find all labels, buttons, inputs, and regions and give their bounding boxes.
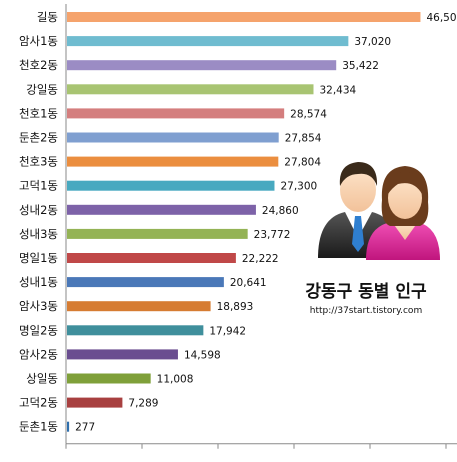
bar — [67, 349, 178, 360]
bar — [67, 301, 211, 312]
bar — [67, 156, 279, 167]
category-label: 강일동 — [26, 82, 58, 96]
bar — [67, 325, 204, 336]
bar — [67, 132, 279, 143]
chart-title: 강동구 동별 인구 — [305, 282, 427, 302]
category-label: 상일동 — [26, 372, 58, 386]
data-label: 14,598 — [184, 349, 221, 361]
data-label: 17,942 — [209, 325, 246, 337]
bar — [67, 12, 421, 22]
axes — [65, 4, 457, 449]
bar — [67, 84, 314, 95]
category-label: 천호2동 — [19, 58, 58, 72]
bar — [67, 421, 70, 432]
bar — [67, 397, 123, 408]
people-icon — [318, 162, 440, 260]
category-label: 성내3동 — [19, 227, 58, 241]
category-label: 명일2동 — [19, 323, 58, 337]
category-label: 암사3동 — [19, 299, 58, 313]
category-label: 성내2동 — [19, 203, 58, 217]
category-label: 암사1동 — [19, 34, 58, 48]
bar — [67, 253, 236, 263]
data-label: 32,434 — [319, 84, 356, 96]
category-labels: 길동암사1동천호2동강일동천호1동둔촌2동천호3동고덕1동성내2동성내3동명일1… — [19, 10, 58, 434]
data-label: 11,008 — [157, 374, 194, 386]
bar — [67, 228, 248, 239]
bar — [67, 204, 256, 215]
data-label: 20,641 — [230, 277, 267, 289]
data-label: 18,893 — [217, 301, 254, 313]
category-label: 명일1동 — [19, 251, 58, 265]
data-label: 35,422 — [342, 60, 379, 72]
data-label: 7,289 — [128, 398, 158, 410]
data-label: 27,854 — [285, 133, 322, 145]
category-label: 둔촌2동 — [19, 131, 58, 145]
bar — [67, 277, 224, 288]
data-label: 22,222 — [242, 253, 279, 265]
bar — [67, 180, 275, 191]
bars — [67, 12, 421, 432]
category-label: 성내1동 — [19, 275, 58, 289]
category-label: 천호3동 — [19, 155, 58, 169]
bar — [67, 60, 337, 71]
data-label: 28,574 — [290, 108, 327, 120]
category-label: 암사2동 — [19, 347, 58, 361]
data-label: 27,300 — [280, 181, 317, 193]
data-label: 37,020 — [354, 36, 391, 48]
bar — [67, 373, 151, 384]
data-label: 277 — [75, 422, 95, 434]
value-labels: 46,507 37,020 35,422 32,434 28,574 27,854 27,8… — [75, 12, 457, 434]
data-label: 27,804 — [284, 157, 321, 169]
category-label: 길동 — [37, 10, 58, 24]
bar — [67, 36, 349, 47]
data-label: 24,860 — [262, 205, 299, 217]
category-label: 고덕2동 — [19, 396, 58, 410]
source-url: http://37start.tistory.com — [310, 306, 422, 316]
bar — [67, 108, 285, 119]
data-label: 46,507 — [426, 12, 457, 24]
data-label: 23,772 — [254, 229, 291, 241]
category-label: 둔촌1동 — [19, 420, 58, 434]
category-label: 천호1동 — [19, 106, 58, 120]
category-label: 고덕1동 — [19, 179, 58, 193]
